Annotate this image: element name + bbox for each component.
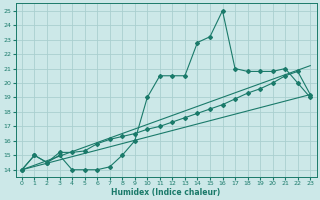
X-axis label: Humidex (Indice chaleur): Humidex (Indice chaleur) [111, 188, 221, 197]
